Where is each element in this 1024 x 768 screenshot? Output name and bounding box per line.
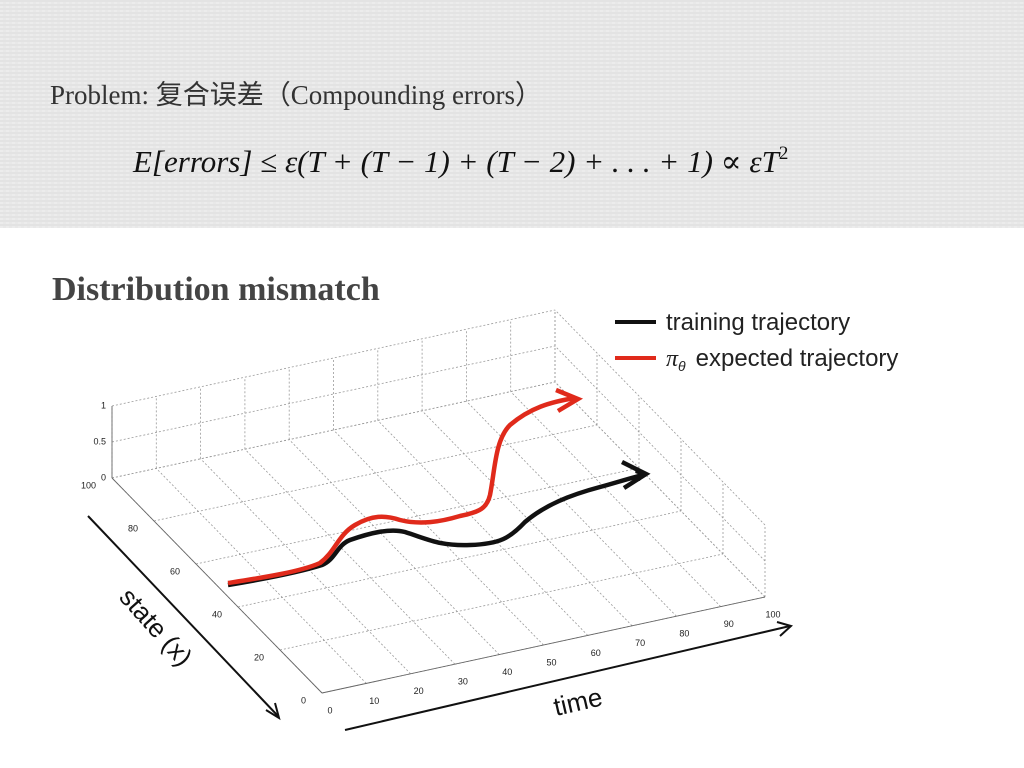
grid-line	[195, 467, 640, 565]
grid-line	[111, 309, 556, 407]
time-tick-label: 80	[679, 629, 689, 639]
time-tick-label: 10	[369, 696, 379, 706]
formula: E[errors] ≤ ε(T + (T − 1) + (T − 2) + . …	[132, 143, 788, 179]
arrow-head	[620, 459, 651, 490]
training-trajectory	[227, 475, 643, 588]
grid-line	[554, 345, 766, 562]
grid-line	[377, 420, 589, 636]
state-tick-label: 60	[170, 566, 180, 576]
expected-trajectory	[227, 395, 576, 586]
legend-symbol: π	[666, 346, 679, 372]
arrow-head	[776, 621, 794, 637]
legend-text: expected trajectory	[696, 345, 899, 372]
legend-label: πθ expected trajectory	[666, 345, 898, 374]
grid-line	[111, 477, 323, 694]
z-tick-label: 0.5	[93, 436, 106, 446]
z-tick-label: 1	[101, 400, 106, 410]
time-tick-label: 0	[327, 705, 332, 715]
time-axis-label: time	[551, 682, 606, 722]
legend-subscript: θ	[678, 358, 686, 374]
time-tick-label: 20	[414, 686, 424, 696]
arrow-head	[555, 387, 584, 413]
time-tick-label: 90	[724, 619, 734, 629]
formula-body: E[errors] ≤ ε(T + (T − 1) + (T − 2) + . …	[132, 144, 782, 179]
time-tick-label: 40	[502, 667, 512, 677]
state-axis-label: state (x)	[114, 582, 199, 672]
state-tick-label: 20	[254, 652, 264, 662]
grid-line	[279, 553, 724, 651]
header-band	[0, 0, 1024, 228]
time-tick-label: 60	[591, 648, 601, 658]
state-tick-label: 40	[212, 609, 222, 619]
subtitle: Distribution mismatch	[52, 271, 380, 308]
state-tick-label: 80	[128, 523, 138, 533]
time-tick-label: 50	[546, 657, 556, 667]
state-tick-label: 0	[301, 695, 306, 705]
state-tick-label: 100	[81, 480, 96, 490]
grid-line	[466, 400, 677, 617]
time-tick-label: 100	[765, 609, 780, 619]
grid-line	[244, 448, 456, 665]
grid-line	[111, 345, 556, 443]
grid-line	[153, 424, 598, 522]
grid-line	[321, 596, 766, 694]
formula-exponent: 2	[779, 143, 789, 164]
arrow-head	[265, 702, 281, 721]
time-tick-label: 70	[635, 638, 645, 648]
time-tick-label: 30	[458, 677, 468, 687]
grid-line	[237, 510, 682, 608]
legend-label: training trajectory	[666, 309, 850, 336]
grid-line	[510, 391, 721, 607]
state-axis-arrow	[87, 515, 279, 717]
z-tick-label: 0	[101, 472, 106, 482]
grid-line	[111, 381, 556, 479]
time-axis-arrow	[344, 625, 791, 731]
slide-title: Problem: 复合误差（Compounding errors）	[50, 80, 542, 110]
